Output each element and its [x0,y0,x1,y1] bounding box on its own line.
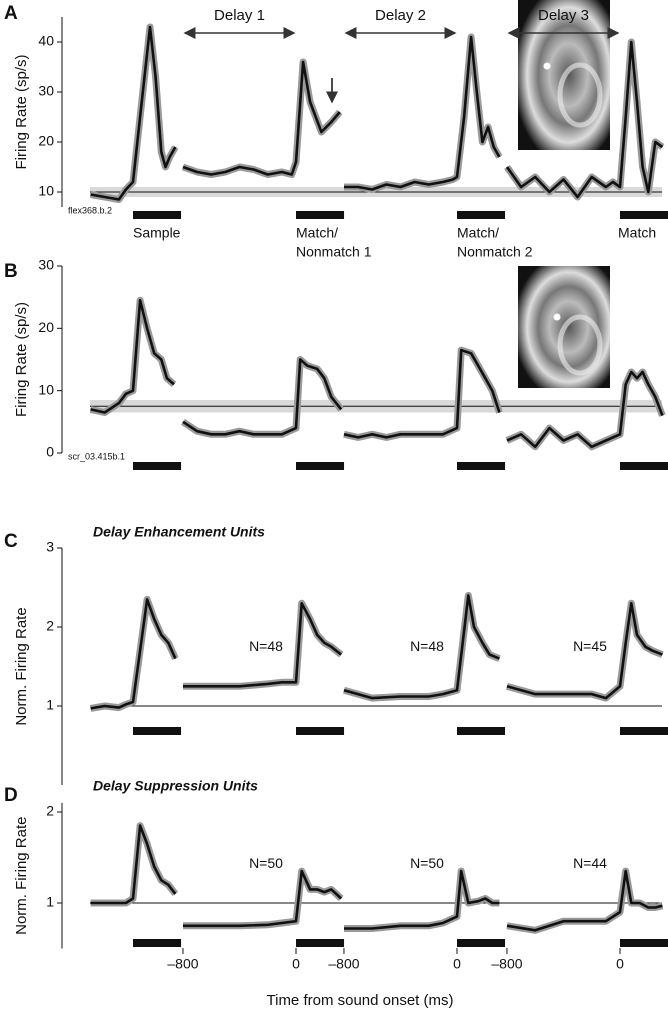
y-tick-label: 2 [46,803,54,819]
error-band [90,595,179,712]
error-band [89,296,177,416]
event-label: Match/ [457,225,499,241]
y-tick-label: 10 [38,381,54,397]
stimulus-bar [133,727,182,735]
stimulus-bar [457,462,506,470]
y-tick-label: 20 [38,133,54,149]
trace [506,602,663,700]
y-axis-label: Firing Rate (sp/s) [13,54,30,169]
n-label: N=50 [249,855,283,871]
y-tick-label: 0 [46,444,54,460]
unit-label: flex368.b.2 [68,205,112,215]
trace [505,40,664,199]
panel-letter: A [4,3,18,24]
panel-letter: C [4,531,18,552]
trace [90,824,177,905]
stimulus-bar [296,727,345,735]
n-label: N=48 [249,638,283,654]
y-axis-label: Norm. Firing Rate [13,607,30,725]
y-tick-label: 3 [46,539,54,555]
trace [183,869,343,928]
stimulus-bar [620,211,668,219]
trace [183,602,343,688]
trace [343,594,500,700]
n-label: N=45 [573,638,607,654]
trace [182,60,341,176]
x-tick-label: 0 [453,956,461,972]
panel-title: Delay Suppression Units [93,778,258,794]
x-tick-label: 0 [616,956,624,972]
trace [182,358,343,436]
y-axis-label: Norm. Firing Rate [13,817,30,935]
event-label: Match [618,225,656,241]
x-axis-label: Time from sound onset (ms) [267,992,454,1009]
stimulus-bar [457,211,506,219]
trace [506,869,663,932]
x-tick-label: 0 [292,956,300,972]
x-tick-label: –800 [167,956,198,972]
mri-image-a [518,0,610,150]
stimulus-bar [457,727,506,735]
panel-letter: D [4,785,18,806]
y-tick-label: 1 [46,894,54,910]
trace [90,598,177,710]
trace [506,370,664,449]
y-tick-label: 1 [46,697,54,713]
panel-letter: B [4,261,18,282]
n-label: N=48 [410,638,444,654]
panel-title: Delay Enhancement Units [93,524,265,540]
trace [344,35,501,191]
n-label: N=44 [573,855,607,871]
y-tick-label: 20 [38,319,54,335]
event-label: Match/ [296,225,338,241]
stimulus-bar [457,939,506,947]
y-tick-label: 10 [38,183,54,199]
stimulus-bar [296,462,345,470]
trace [343,348,501,439]
mri-image-b [518,266,610,388]
delay-label: Delay 1 [214,7,265,24]
y-tick-label: 2 [46,618,54,634]
stimulus-bar [133,462,182,470]
unit-label: scr_03.415b.1 [68,451,125,461]
delay-label: Delay 3 [538,7,589,24]
event-label: Nonmatch 2 [457,244,533,260]
trace [90,299,175,414]
trace [90,25,177,201]
stimulus-bar [133,211,182,219]
stimulus-bar [620,462,668,470]
event-label: Nonmatch 1 [296,244,372,260]
y-tick-label: 30 [38,257,54,273]
error-band [183,867,344,930]
stimulus-bar [296,939,345,947]
y-tick-label: 30 [38,83,54,99]
x-tick-label: –800 [328,956,359,972]
n-label: N=50 [410,855,444,871]
stimulus-bar [296,211,345,219]
trace [344,869,500,930]
event-label: Sample [133,225,181,241]
y-axis-label: Firing Rate (sp/s) [13,302,30,417]
stimulus-bar [133,939,182,947]
error-band [344,33,503,193]
stimulus-bar [620,727,668,735]
delay-label: Delay 2 [375,7,426,24]
x-tick-label: –800 [491,956,522,972]
y-tick-label: 40 [38,33,54,49]
error-band [344,867,500,932]
stimulus-bar [620,939,668,947]
